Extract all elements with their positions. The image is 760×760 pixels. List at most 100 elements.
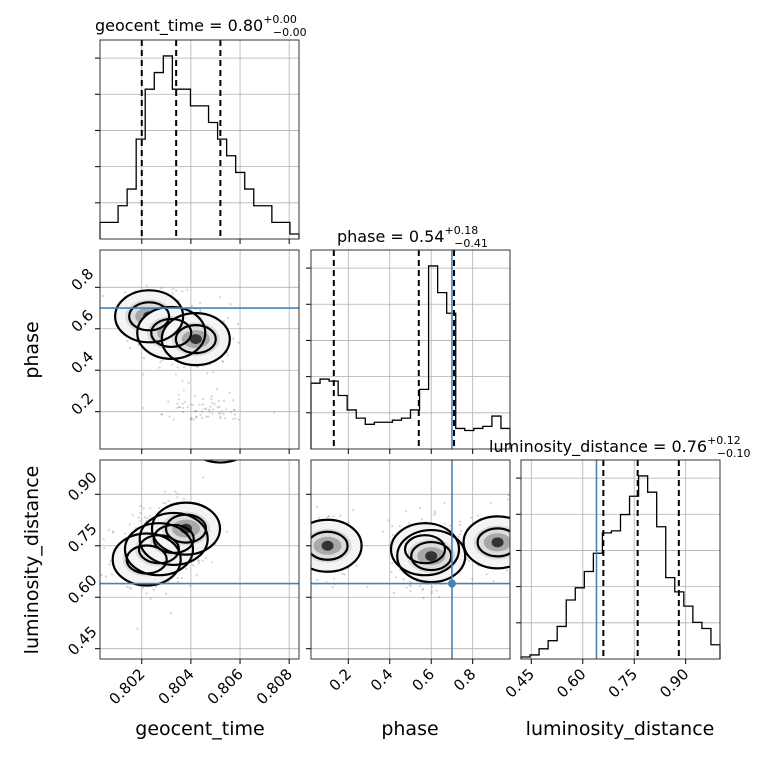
sample-point xyxy=(131,514,134,517)
sample-point xyxy=(421,588,424,591)
ylabel-phase: phase xyxy=(21,321,43,378)
sample-point xyxy=(222,399,226,402)
sample-point xyxy=(181,379,184,382)
sample-point xyxy=(333,577,336,580)
sample-point xyxy=(219,416,222,420)
sample-point xyxy=(149,507,152,510)
density-level xyxy=(321,540,334,551)
sample-point xyxy=(201,430,203,432)
sample-point xyxy=(146,517,149,520)
contour-line xyxy=(150,501,222,556)
sample-point xyxy=(212,437,214,439)
y-tick-label: 0.75 xyxy=(64,520,100,556)
sample-point xyxy=(229,410,233,413)
x-tick-label: 0.75 xyxy=(605,665,641,701)
sample-point xyxy=(205,415,208,418)
sample-point xyxy=(409,581,412,584)
sample-point xyxy=(208,428,210,430)
sample-point xyxy=(194,424,196,426)
sample-point xyxy=(418,506,422,510)
panel-frame xyxy=(99,459,300,660)
sample-point xyxy=(177,398,181,401)
sample-point xyxy=(216,440,218,442)
sample-point xyxy=(200,443,202,445)
sample-point xyxy=(249,423,251,425)
sample-point xyxy=(128,346,132,349)
sample-point xyxy=(193,429,195,431)
sample-point xyxy=(229,435,231,437)
contour-line xyxy=(200,423,240,451)
sample-point xyxy=(195,437,197,439)
sample-point xyxy=(212,371,215,374)
sample-point xyxy=(199,413,202,416)
sample-point xyxy=(195,574,198,577)
sample-point xyxy=(409,589,412,592)
sample-point xyxy=(225,408,228,411)
sample-point xyxy=(160,412,163,416)
sample-point xyxy=(232,399,235,402)
sample-point xyxy=(238,435,240,437)
sample-point xyxy=(181,433,183,435)
sample-point xyxy=(331,586,334,589)
sample-point xyxy=(317,516,320,519)
sample-point xyxy=(220,440,222,442)
sample-point xyxy=(408,522,411,525)
sample-point xyxy=(187,381,190,384)
sample-point xyxy=(343,573,346,576)
sample-point xyxy=(200,421,202,423)
sample-point xyxy=(142,357,146,360)
sample-point xyxy=(223,417,227,420)
sample-point xyxy=(204,556,207,559)
sample-point xyxy=(430,592,433,595)
sample-point xyxy=(180,432,182,434)
sample-point xyxy=(196,442,198,444)
sample-point xyxy=(405,586,408,589)
sample-point xyxy=(110,573,113,576)
sample-point xyxy=(433,513,436,516)
sample-point xyxy=(142,373,145,376)
sample-point xyxy=(216,406,219,409)
sample-point xyxy=(172,442,174,444)
sample-point xyxy=(182,497,185,500)
sample-point xyxy=(233,425,235,427)
contour-line xyxy=(123,522,195,577)
sample-point xyxy=(433,509,436,513)
sample-point xyxy=(198,403,201,406)
sample-point xyxy=(164,592,168,595)
sample-point xyxy=(418,585,422,588)
contour-line xyxy=(476,527,510,558)
sample-point xyxy=(409,585,412,588)
sample-point xyxy=(236,323,240,326)
density-level xyxy=(189,334,202,345)
sample-point xyxy=(176,426,178,428)
contour-line xyxy=(150,317,193,349)
sample-point xyxy=(229,303,232,306)
sample-point xyxy=(139,512,142,515)
sample-point xyxy=(211,423,213,425)
sample-point xyxy=(326,515,329,519)
sample-point xyxy=(198,559,201,562)
sample-point xyxy=(179,406,182,409)
sample-point xyxy=(431,585,434,588)
sample-point xyxy=(201,416,204,419)
sample-point xyxy=(273,438,275,440)
sample-point xyxy=(168,415,171,418)
sample-point xyxy=(182,365,186,369)
x-tick-label: 0.808 xyxy=(253,665,296,708)
y-tick-label: 0.90 xyxy=(64,468,100,504)
xlabel-geocent-time: geocent_time xyxy=(135,718,264,740)
sample-point xyxy=(181,434,183,436)
sample-point xyxy=(420,518,424,521)
sample-point xyxy=(222,320,225,323)
sample-point xyxy=(190,417,193,420)
sample-point xyxy=(234,417,237,420)
x-tick-label: 0.4 xyxy=(367,665,397,695)
sample-point xyxy=(216,423,218,425)
y-tick-label: 0.6 xyxy=(68,306,98,336)
sample-point xyxy=(231,417,235,421)
panel-frame xyxy=(99,249,300,450)
sample-point xyxy=(183,400,186,403)
sample-point xyxy=(231,443,233,445)
sample-point xyxy=(126,585,129,589)
sample-point xyxy=(174,373,177,376)
